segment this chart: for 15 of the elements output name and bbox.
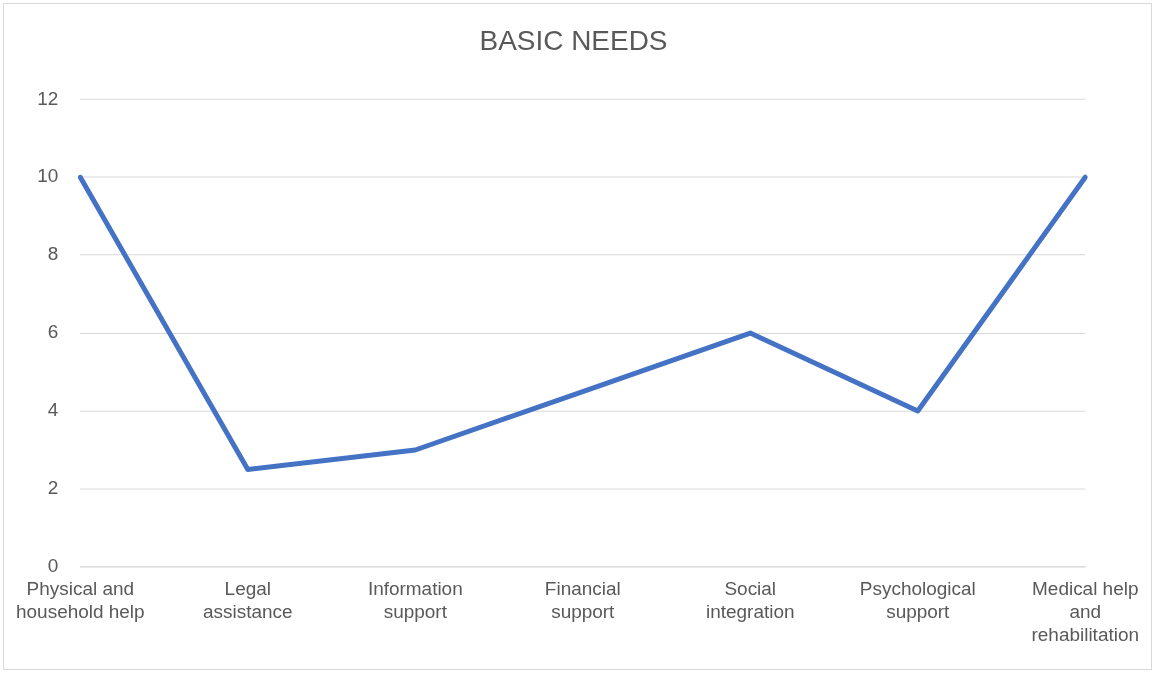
y-tick-label: 10 — [37, 165, 59, 187]
x-tick-label: Physical and household help — [16, 578, 145, 623]
x-tick-label: Medical help and rehabilitation — [1031, 578, 1139, 645]
y-tick-label: 12 — [37, 87, 59, 109]
y-tick-label: 2 — [47, 477, 59, 499]
x-tick-label: Social integration — [706, 578, 795, 623]
y-tick-label: 4 — [47, 399, 59, 421]
y-tick-label: 8 — [47, 243, 59, 265]
y-tick-label: 6 — [47, 321, 59, 343]
x-tick-label: Legal assistance — [203, 578, 293, 623]
y-tick-label: 0 — [47, 555, 59, 577]
x-tick-label: Information support — [367, 578, 463, 623]
x-tick-label: Financial support — [544, 578, 621, 623]
x-tick-label: Psychological support — [859, 578, 976, 623]
chart-title: BASIC NEEDS — [479, 25, 668, 57]
